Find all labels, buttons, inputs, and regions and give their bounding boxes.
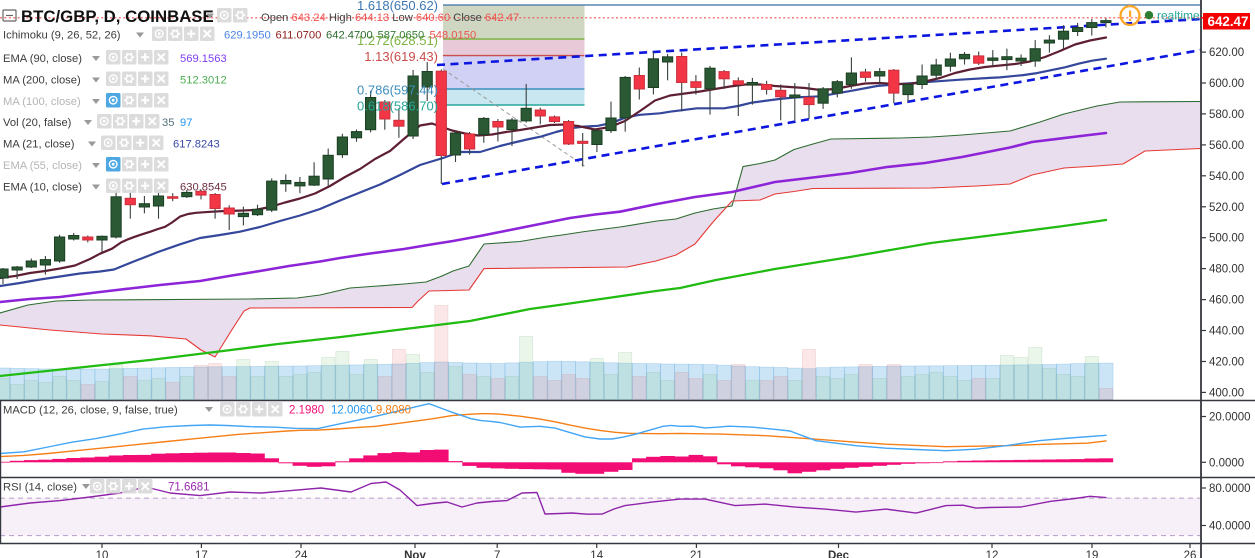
- svg-text:19: 19: [1086, 550, 1099, 558]
- svg-text:BTC/GBP, D, COINBASE: BTC/GBP, D, COINBASE: [21, 7, 214, 26]
- svg-text:20.0000: 20.0000: [1209, 412, 1251, 424]
- svg-text:24: 24: [295, 550, 308, 558]
- svg-text:MA (100, close): MA (100, close): [3, 96, 81, 108]
- svg-text:629.1950: 629.1950: [224, 30, 271, 42]
- svg-text:580.00: 580.00: [1209, 109, 1244, 121]
- svg-text:400.00: 400.00: [1209, 387, 1244, 399]
- svg-text:Dec: Dec: [828, 550, 850, 558]
- svg-text:Vol (20, false): Vol (20, false): [3, 117, 72, 129]
- svg-text:0.0000: 0.0000: [1209, 457, 1244, 469]
- svg-text:1.618(650.62): 1.618(650.62): [357, 0, 438, 13]
- svg-text:MACD (12, 26, close, 9, false,: MACD (12, 26, close, 9, false, true): [3, 405, 178, 417]
- svg-text:7: 7: [494, 550, 500, 558]
- svg-text:1.272(628.51): 1.272(628.51): [357, 33, 438, 48]
- svg-text:560.00: 560.00: [1209, 140, 1244, 152]
- svg-text:Ichimoku (9, 26, 52, 26): Ichimoku (9, 26, 52, 26): [3, 30, 121, 42]
- svg-text:Open 643.24 High 644.13 Low 64: Open 643.24 High 644.13 Low 640.60 Close…: [261, 12, 519, 24]
- svg-text:MA (21, close): MA (21, close): [3, 139, 75, 151]
- svg-text:realtime: realtime: [1157, 9, 1200, 23]
- svg-text:0.786(597.44): 0.786(597.44): [357, 83, 438, 98]
- svg-text:460.00: 460.00: [1209, 295, 1244, 307]
- svg-text:35: 35: [162, 117, 174, 129]
- svg-text:Nov: Nov: [404, 550, 426, 558]
- svg-text:RSI (14, close): RSI (14, close): [3, 482, 77, 494]
- svg-text:642.47: 642.47: [1208, 14, 1249, 29]
- svg-text:617.8243: 617.8243: [173, 139, 220, 151]
- svg-text:EMA (10, close): EMA (10, close): [3, 182, 82, 194]
- svg-text:440.00: 440.00: [1209, 326, 1244, 338]
- svg-text:EMA (90, close): EMA (90, close): [3, 53, 82, 65]
- svg-text:548.0150: 548.0150: [430, 30, 477, 42]
- svg-text:540.00: 540.00: [1209, 171, 1244, 183]
- svg-text:12: 12: [986, 550, 999, 558]
- svg-text:21: 21: [690, 550, 703, 558]
- svg-text:512.3012: 512.3012: [180, 75, 227, 87]
- svg-text:642.4700: 642.4700: [326, 30, 373, 42]
- svg-text:40.0000: 40.0000: [1209, 521, 1251, 533]
- svg-text:500.00: 500.00: [1209, 233, 1244, 245]
- svg-text:14: 14: [590, 550, 603, 558]
- svg-text:1.13(619.43): 1.13(619.43): [364, 49, 438, 64]
- svg-text:26: 26: [1184, 550, 1197, 558]
- svg-text:480.00: 480.00: [1209, 264, 1244, 276]
- svg-text:0.618(586.70): 0.618(586.70): [357, 99, 438, 114]
- svg-text:10: 10: [96, 550, 109, 558]
- svg-text:569.1563: 569.1563: [180, 53, 227, 65]
- svg-text:71.6681: 71.6681: [168, 482, 210, 494]
- svg-text:-9.8080: -9.8080: [372, 405, 411, 417]
- svg-text:520.00: 520.00: [1209, 202, 1244, 214]
- svg-text:97: 97: [180, 117, 192, 129]
- svg-text:420.00: 420.00: [1209, 357, 1244, 369]
- svg-text:MA (200, close): MA (200, close): [3, 75, 81, 87]
- svg-text:620.00: 620.00: [1209, 47, 1244, 59]
- svg-text:600.00: 600.00: [1209, 78, 1244, 90]
- svg-text:17: 17: [195, 550, 208, 558]
- svg-text:EMA (55, close): EMA (55, close): [3, 160, 82, 172]
- svg-text:12.0060: 12.0060: [331, 405, 373, 417]
- svg-text:611.0700: 611.0700: [276, 30, 322, 42]
- svg-text:80.0000: 80.0000: [1209, 483, 1251, 495]
- svg-text:587.0650: 587.0650: [378, 30, 425, 42]
- svg-text:2.1980: 2.1980: [289, 405, 324, 417]
- svg-text:630.8545: 630.8545: [180, 182, 227, 194]
